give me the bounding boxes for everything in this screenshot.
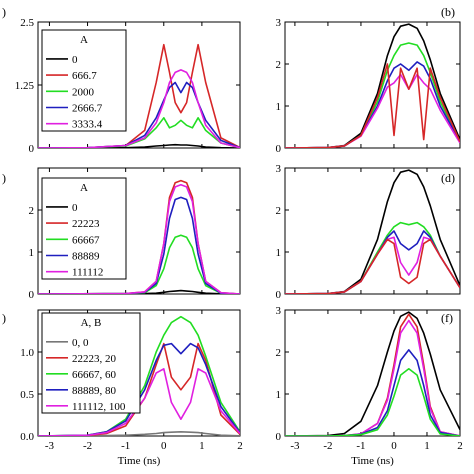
- y-tick-label: 2: [276, 347, 282, 359]
- y-tick-label: 3: [276, 163, 282, 175]
- x-tick-label: -2: [323, 440, 332, 452]
- y-tick-label: 1.0: [20, 347, 34, 359]
- panel-label: (b): [441, 5, 455, 19]
- legend-box: [41, 312, 141, 414]
- series-line-red: [38, 43, 240, 148]
- y-tick-label: 0: [276, 143, 282, 155]
- legend-entry: 111112: [72, 267, 103, 279]
- x-tick-label: 1: [199, 440, 205, 452]
- series-line-green: [285, 367, 460, 436]
- panel-d: 0 1 2 3 (d): [276, 163, 461, 301]
- series-line-magenta: [38, 69, 240, 148]
- panel-label: ): [2, 5, 6, 19]
- legend: A, B 0, 0 22223, 20 66667, 60 88889, 80 11111…: [41, 312, 141, 414]
- panel-f: -3 -2 -1 0 1 2 0 1 2 3 Time (ns) (f): [276, 305, 463, 467]
- y-tick-label: 1: [276, 247, 282, 259]
- y-tick-label: 0: [29, 289, 35, 301]
- legend-entry: 22223: [72, 218, 100, 230]
- series-line-green: [285, 221, 460, 294]
- y-tick-label: 0.0: [20, 431, 34, 443]
- legend: A0 666.7 2000 2666.7 3333.4: [41, 29, 127, 132]
- legend-entry: 0: [72, 202, 78, 214]
- y-tick-label: 3: [276, 305, 282, 317]
- legend-entry: 2666.7: [72, 103, 103, 115]
- legend-title: A: [80, 34, 88, 46]
- legend-entry: 88889: [72, 251, 100, 263]
- x-tick-label: -2: [83, 440, 92, 452]
- x-tick-label: -1: [356, 440, 365, 452]
- x-tick-label: 0: [391, 440, 397, 452]
- panel-label: (f): [441, 311, 453, 325]
- x-tick-label: -3: [290, 440, 300, 452]
- x-tick-label: -1: [121, 440, 130, 452]
- y-tick-label: 2: [29, 205, 35, 217]
- legend-box: [41, 177, 127, 280]
- x-tick-label: 0: [161, 440, 167, 452]
- legend-entry: 2000: [72, 86, 95, 98]
- series-line-black: [285, 169, 460, 294]
- y-tick-label: 2: [276, 205, 282, 217]
- legend-entry: 0: [72, 54, 78, 66]
- panel-e: -3 -2 -1 0 1 2 0.0 0.5 1.0 Time (ns)) A, B 0, 0 2222…: [2, 309, 243, 467]
- series-line-gray: [38, 430, 240, 436]
- y-tick-label: 2: [276, 59, 282, 71]
- panel-label: ): [2, 171, 6, 185]
- legend: A0 22223 66667 88889 111112: [41, 177, 127, 280]
- y-tick-label: 0: [276, 431, 282, 443]
- y-tick-label: 1: [29, 247, 35, 259]
- legend-box: [41, 29, 127, 132]
- panel-label: (d): [441, 171, 455, 185]
- x-axis-label: Time (ns): [351, 455, 394, 467]
- plot-frame: [284, 167, 461, 295]
- panel-label: ): [2, 311, 6, 325]
- series-line-black: [38, 289, 240, 294]
- series-line-magenta: [285, 319, 460, 436]
- y-tick-label: 0: [276, 289, 282, 301]
- legend-title: A, B: [81, 317, 102, 329]
- x-tick-label: 2: [457, 440, 463, 452]
- series-line-magenta: [38, 367, 240, 436]
- x-tick-label: 2: [237, 440, 243, 452]
- series-line-black: [38, 143, 240, 148]
- y-tick-label: 1: [276, 101, 282, 113]
- series-line-magenta: [38, 184, 240, 294]
- series-line-red: [285, 238, 460, 294]
- series-line-blue: [38, 342, 240, 436]
- legend-entry: 111112, 100: [72, 401, 126, 413]
- panel-b: 0 1 2 3 (b): [276, 5, 461, 155]
- x-axis-label: Time (ns): [118, 455, 161, 467]
- plot-frame: [284, 21, 461, 149]
- legend-entry: 66667: [72, 234, 100, 246]
- y-tick-label: 1: [276, 389, 282, 401]
- series-line-red: [38, 342, 240, 436]
- legend-entry: 0, 0: [72, 337, 89, 349]
- legend-entry: 88889, 80: [72, 385, 117, 397]
- series-line-black: [285, 311, 460, 436]
- legend-entry: 666.7: [72, 70, 97, 82]
- legend-entry: 3333.4: [72, 119, 103, 131]
- legend-title: A: [80, 182, 88, 194]
- x-tick-label: 1: [424, 440, 430, 452]
- series-line-red: [285, 63, 460, 148]
- y-tick-label: 1.25: [15, 80, 35, 92]
- y-tick-label: 0.5: [20, 389, 34, 401]
- y-tick-label: 0: [29, 143, 35, 155]
- plot-frame: [284, 309, 461, 437]
- x-tick-label: -3: [45, 440, 55, 452]
- plot-frame: [37, 309, 241, 437]
- y-tick-label: 2.5: [20, 17, 34, 29]
- y-tick-label: 3: [276, 17, 282, 29]
- legend-entry: 22223, 20: [72, 353, 117, 365]
- legend-entry: 66667, 60: [72, 369, 117, 381]
